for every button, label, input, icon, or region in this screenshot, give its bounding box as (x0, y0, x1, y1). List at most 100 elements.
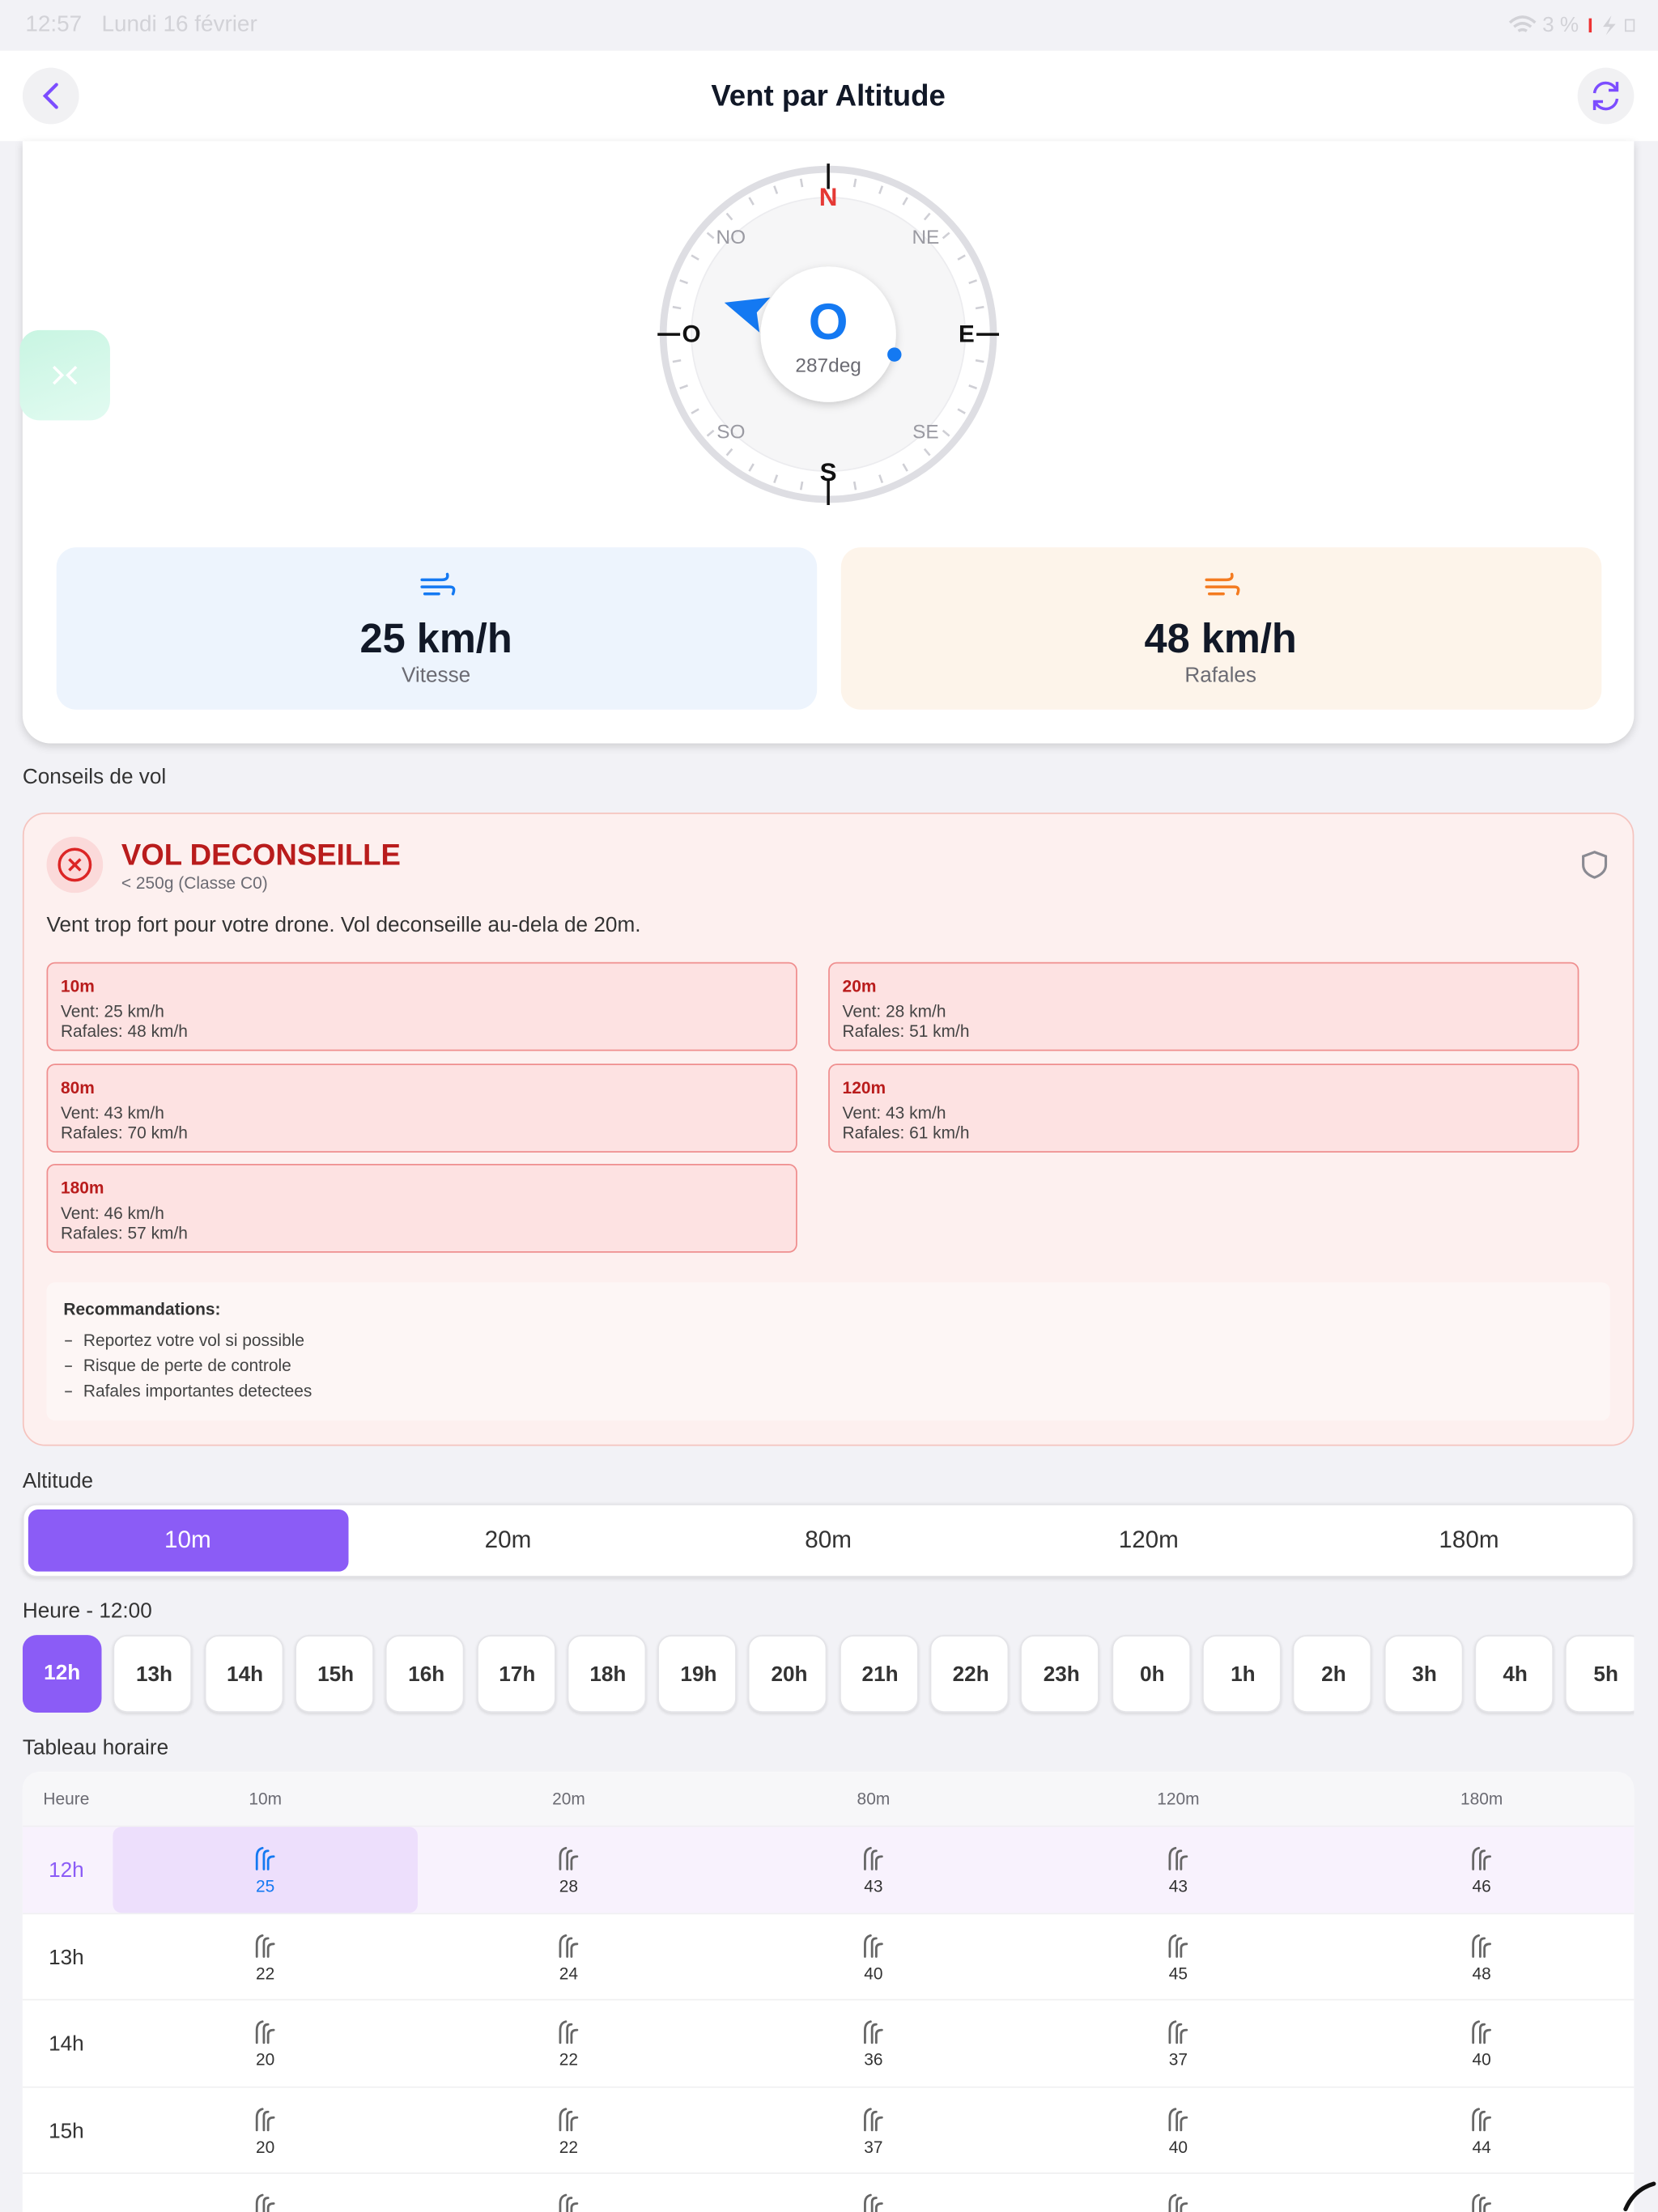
tab-label: 80m (805, 1526, 852, 1554)
hour-label: 17h (499, 1662, 536, 1687)
compass-west: O (682, 321, 701, 348)
hour-chip[interactable]: 14h (204, 1635, 283, 1713)
hour-chip[interactable]: 1h (1201, 1635, 1282, 1713)
hour-chip[interactable]: 21h (839, 1635, 919, 1713)
wind-speed: 46 (1472, 1876, 1491, 1896)
table-row: 12h 25 28 43 43 46 (22, 1825, 1635, 1913)
wind-text: Vent: 28 km/h (842, 1001, 946, 1021)
wind-speed: 22 (559, 2136, 579, 2157)
bullet (65, 1365, 72, 1367)
wind-speed: 40 (864, 1963, 883, 1983)
hour-label: 19h (680, 1662, 717, 1687)
wind-icon (1168, 1846, 1188, 1870)
altitude-tab[interactable]: 20m (349, 1509, 670, 1572)
compass-north: N (819, 183, 838, 211)
tab-label: 20m (484, 1526, 532, 1554)
wind-icon (420, 572, 456, 596)
column-header: Heure (43, 1789, 90, 1809)
compass-southwest: SO (716, 422, 745, 444)
wind-icon (1205, 572, 1240, 596)
compass-south: S (820, 458, 837, 486)
wind-needle (724, 297, 771, 333)
refresh-button[interactable] (1577, 67, 1635, 125)
row-hour: 14h (49, 2032, 84, 2057)
altitude-card: 180m Vent: 46 km/h Rafales: 57 km/h (46, 1163, 797, 1253)
back-button[interactable] (22, 67, 79, 125)
altitude-tab[interactable]: 10m (28, 1509, 349, 1572)
wind-speed: 28 (559, 1876, 579, 1896)
recommendation: Risque de perte de controle (83, 1356, 291, 1376)
wind-icon (864, 2020, 883, 2044)
recommendation: Rafales importantes detectees (83, 1381, 312, 1401)
hour-chip[interactable]: 15h (295, 1635, 374, 1713)
altitude-tab[interactable]: 80m (669, 1509, 989, 1572)
recommendations-box (46, 1282, 1610, 1421)
row-hour: 13h (49, 1945, 84, 1970)
wind-icon (559, 1846, 579, 1870)
status-time: 12:57 (25, 12, 83, 37)
wind-speed: 48 (1472, 1963, 1491, 1983)
altitude-tab[interactable]: 120m (989, 1509, 1310, 1572)
gusts-text: Rafales: 57 km/h (60, 1223, 188, 1243)
hour-chip[interactable]: 5h (1565, 1635, 1635, 1713)
shield-icon (1582, 851, 1608, 879)
stat-value: 48 km/h (1144, 617, 1297, 663)
hour-chip[interactable]: 2h (1292, 1635, 1372, 1713)
wind-speed: 37 (864, 2136, 883, 2157)
hour-chip[interactable]: 3h (1383, 1635, 1463, 1713)
wind-speed: 22 (256, 1963, 275, 1983)
hour-chip[interactable]: 19h (657, 1635, 737, 1713)
hour-label: 15h (317, 1662, 355, 1687)
table-row: 15h 20 22 37 40 44 (22, 2085, 1635, 2172)
hour-chip[interactable]: 23h (1020, 1635, 1100, 1713)
wind-icon (559, 1934, 579, 1958)
hour-chip[interactable]: 20h (748, 1635, 828, 1713)
selected-cell (113, 1827, 418, 1913)
gusts-text: Rafales: 48 km/h (60, 1021, 188, 1042)
nav-bar (0, 50, 1658, 142)
table-row (22, 2172, 1635, 2212)
wind-speed: 20 (256, 2049, 275, 2070)
altitude-tabs: 10m 20m 80m 120m 180m (22, 1504, 1635, 1577)
altitude-label: 20m (842, 976, 877, 996)
section-title: Altitude (22, 1469, 94, 1493)
altitude-tab[interactable]: 180m (1309, 1509, 1630, 1572)
table-row: 13h 22 24 40 45 48 (22, 1912, 1635, 1999)
hour-label: 14h (227, 1662, 264, 1687)
hour-chip[interactable]: 18h (567, 1635, 646, 1713)
tab-label: 120m (1118, 1526, 1179, 1554)
altitude-label: 10m (60, 976, 95, 996)
recommendation: Reportez votre vol si possible (83, 1330, 305, 1351)
wind-speed: 22 (559, 2049, 579, 2070)
column-header: 10m (249, 1789, 283, 1809)
hour-label: 22h (952, 1662, 989, 1687)
wind-direction: O (809, 294, 848, 350)
hour-chip[interactable]: 4h (1474, 1635, 1554, 1713)
hour-label: 21h (861, 1662, 899, 1687)
hour-label: 0h (1140, 1662, 1165, 1687)
wind-speed: 20 (256, 2136, 275, 2157)
altitude-card: 10m Vent: 25 km/h Rafales: 48 km/h (46, 962, 797, 1051)
battery-level: 3 % (1542, 13, 1579, 38)
section-title: Heure - 12:00 (22, 1598, 152, 1624)
hour-label: 18h (589, 1662, 627, 1687)
hour-chip[interactable]: 12h (22, 1635, 102, 1713)
wind-icon (864, 2193, 883, 2212)
hour-label: 4h (1503, 1662, 1528, 1687)
wind-icon (255, 2020, 275, 2044)
hour-chip[interactable]: 0h (1111, 1635, 1191, 1713)
compass-northwest: NO (716, 227, 746, 248)
advice-message: Vent trop fort pour votre drone. Vol dec… (46, 913, 641, 938)
hour-chip[interactable]: 17h (476, 1635, 555, 1713)
hour-chip[interactable]: 22h (929, 1635, 1010, 1713)
status-date: Lundi 16 février (101, 12, 257, 37)
hour-chip[interactable]: 13h (113, 1635, 193, 1713)
danger-icon (46, 836, 104, 894)
hour-chip[interactable]: 16h (385, 1635, 465, 1713)
wind-icon (559, 2107, 579, 2131)
tab-label: 180m (1439, 1526, 1499, 1554)
collapse-toggle[interactable] (19, 329, 110, 421)
hour-label: 23h (1043, 1662, 1080, 1687)
wind-text: Vent: 46 km/h (60, 1203, 164, 1224)
compass-southeast: SE (912, 422, 939, 444)
